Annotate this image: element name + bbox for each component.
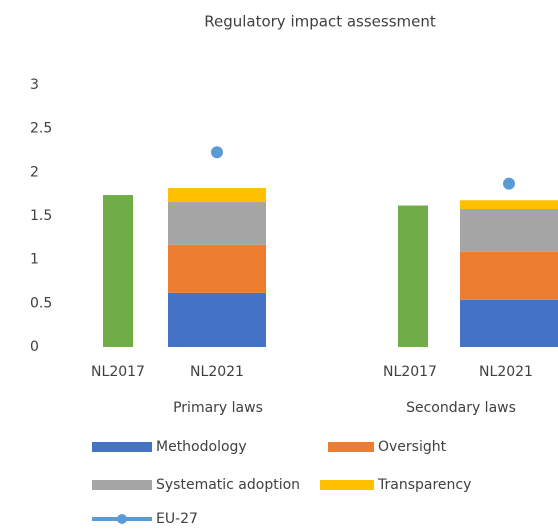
y-tick-label: 1 (30, 252, 39, 268)
legend-swatch (92, 480, 152, 490)
chart-title: Regulatory impact assessment (204, 13, 436, 31)
legend-label: Transparency (377, 477, 471, 493)
bar (460, 299, 558, 347)
bar (168, 188, 266, 203)
legend-swatch (320, 480, 374, 490)
x-tick-label: NL2021 (190, 364, 244, 380)
bar (460, 200, 558, 210)
group-label: Primary laws (173, 400, 263, 416)
legend-label: Oversight (378, 439, 447, 455)
y-tick-label: 0 (30, 339, 39, 355)
legend-swatch (92, 442, 152, 452)
bar (168, 292, 266, 347)
bar (398, 205, 428, 347)
y-tick-label: 3 (30, 77, 39, 93)
bar (460, 251, 558, 300)
group-label: Secondary laws (406, 400, 516, 416)
legend-label: EU-27 (156, 511, 198, 527)
legend-label: Methodology (156, 439, 247, 455)
y-tick-label: 0.5 (30, 295, 52, 311)
legend-label: Systematic adoption (156, 477, 300, 493)
x-tick-label: NL2021 (479, 364, 533, 380)
bar (460, 209, 558, 252)
bar (168, 244, 266, 293)
marker (211, 146, 223, 159)
bar (103, 195, 133, 347)
x-tick-label: NL2017 (383, 364, 437, 380)
marker (503, 177, 515, 190)
legend-swatch (328, 442, 374, 452)
y-tick-label: 1.5 (30, 208, 52, 224)
legend-swatch (117, 514, 127, 524)
x-tick-label: NL2017 (91, 364, 145, 380)
bar (168, 202, 266, 245)
y-tick-label: 2 (30, 164, 39, 180)
y-tick-label: 2.5 (30, 121, 52, 137)
